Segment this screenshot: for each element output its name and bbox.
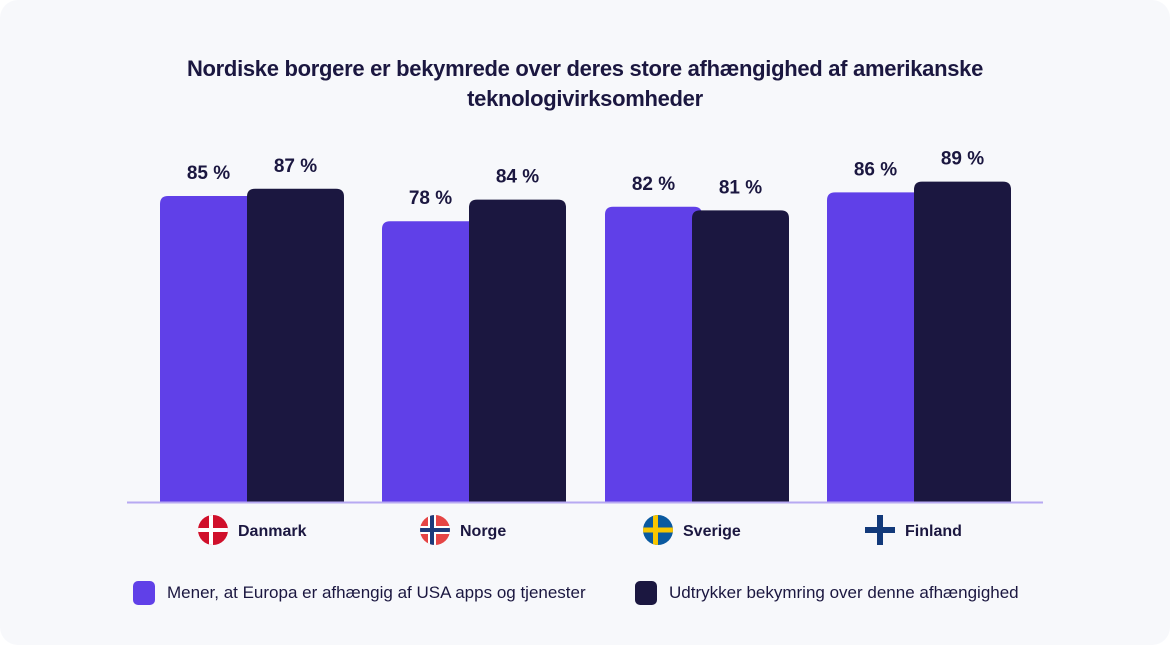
bar-norge-series-2 — [469, 199, 566, 502]
legend-item-series-1: Mener, at Europa er afhængig af USA apps… — [133, 581, 586, 605]
bar-sverige-series-2 — [692, 210, 789, 502]
sweden-flag-icon — [643, 515, 673, 545]
data-label: 87 % — [274, 156, 317, 177]
category-label-norge: Norge — [460, 523, 506, 540]
category-label-sverige: Sverige — [683, 523, 741, 540]
chart-title: Nordiske borgere er bekymrede over deres… — [186, 56, 984, 111]
bar-sverige-series-1 — [605, 206, 702, 503]
denmark-flag-icon — [198, 515, 228, 545]
finland-flag-icon — [865, 515, 895, 545]
legend-item-series-2: Udtrykker bekymring over denne afhængigh… — [635, 581, 1019, 605]
data-label: 78 % — [409, 188, 452, 209]
data-label: 89 % — [941, 149, 984, 170]
data-label: 85 % — [187, 163, 230, 184]
bar-norge-series-1 — [382, 221, 479, 502]
bar-danmark-series-1 — [160, 196, 257, 502]
legend-swatch — [635, 581, 657, 605]
bar-danmark-series-2 — [247, 188, 344, 503]
bar-finland-series-1 — [827, 192, 924, 502]
legend-label: Mener, at Europa er afhængig af USA apps… — [167, 583, 586, 602]
category-label-danmark: Danmark — [238, 523, 307, 540]
data-label: 86 % — [854, 159, 897, 180]
norway-flag-icon — [420, 515, 450, 545]
data-label: 81 % — [719, 177, 762, 198]
legend-swatch — [133, 581, 155, 605]
legend-label: Udtrykker bekymring over denne afhængigh… — [669, 583, 1019, 602]
data-label: 82 % — [632, 174, 675, 195]
data-label: 84 % — [496, 167, 539, 188]
bar-finland-series-2 — [914, 181, 1011, 502]
category-label-finland: Finland — [905, 523, 962, 540]
